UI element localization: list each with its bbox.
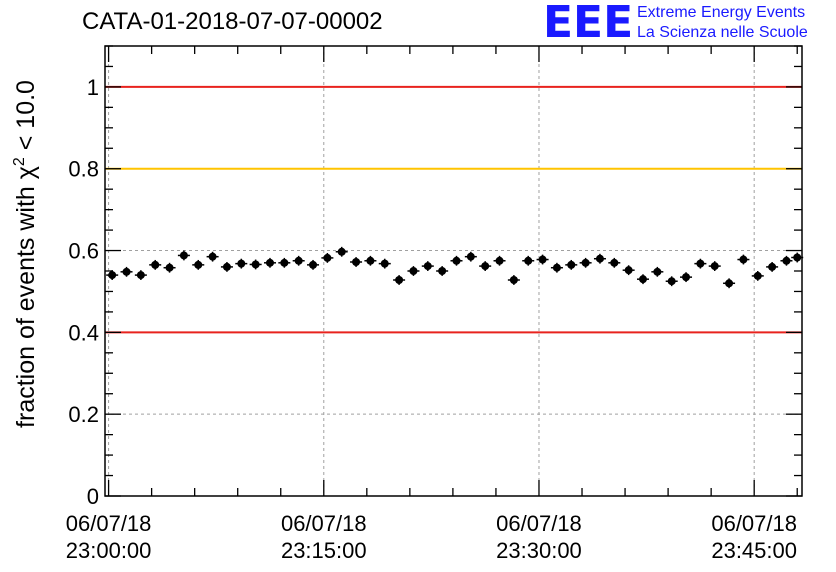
data-point — [694, 258, 707, 269]
data-point — [464, 251, 477, 262]
data-point — [421, 261, 434, 271]
data-point — [436, 266, 449, 276]
x-tick-label-date: 06/07/18 — [66, 511, 152, 536]
data-point — [579, 257, 592, 268]
data-point — [622, 265, 635, 276]
data-point — [550, 262, 563, 273]
data-point — [292, 255, 305, 266]
x-tick-label-time: 23:15:00 — [281, 538, 367, 563]
data-point — [106, 270, 119, 280]
data-point — [608, 257, 621, 268]
x-tick-label-time: 23:30:00 — [496, 538, 582, 563]
data-point — [350, 257, 363, 267]
logo-mark: EEE — [543, 0, 634, 48]
data-point — [378, 258, 391, 269]
x-tick-label-time: 23:00:00 — [66, 538, 152, 563]
y-tick-label: 0.2 — [68, 402, 99, 427]
data-point — [177, 250, 190, 261]
data-point — [192, 259, 205, 270]
data-point — [335, 246, 348, 257]
axis-ticks — [105, 45, 802, 497]
data-point — [393, 275, 406, 285]
y-tick-label: 0.6 — [68, 239, 99, 264]
x-tick-label-date: 06/07/18 — [281, 511, 367, 536]
chart-title: CATA-01-2018-07-07-00002 — [82, 8, 383, 35]
data-point — [708, 261, 721, 271]
logo-line-2: La Scienza nelle Scuole — [637, 24, 808, 41]
x-tick-label-date: 06/07/18 — [496, 511, 582, 536]
data-point — [536, 254, 549, 265]
y-tick-label: 1 — [87, 75, 99, 100]
data-point — [651, 266, 664, 277]
y-tick-label: 0 — [87, 484, 99, 509]
data-point — [134, 270, 147, 280]
x-tick-label-time: 23:45:00 — [711, 538, 797, 563]
data-point — [120, 266, 133, 277]
data-point — [493, 255, 506, 266]
data-point — [723, 278, 736, 289]
data-point — [278, 257, 291, 268]
data-point — [249, 259, 262, 270]
data-point — [665, 276, 678, 287]
data-point — [321, 253, 334, 263]
data-point — [407, 266, 420, 276]
data-point — [680, 272, 693, 283]
data-point — [307, 259, 320, 270]
data-point — [593, 253, 606, 264]
logo-line-1: Extreme Energy Events — [637, 4, 806, 21]
data-point — [780, 255, 793, 266]
y-axis-title-sup: 2 — [11, 157, 28, 166]
data-point — [163, 262, 176, 273]
data-point — [149, 259, 162, 270]
y-axis-title-main: fraction of events with — [12, 179, 40, 428]
data-point — [636, 274, 649, 285]
x-tick-label-date: 06/07/18 — [711, 511, 797, 536]
data-point — [206, 251, 219, 262]
y-tick-label: 0.4 — [68, 320, 99, 345]
data-point — [263, 257, 276, 268]
data-points — [106, 246, 804, 289]
y-axis-title-chi: χ — [12, 166, 40, 179]
data-point — [364, 255, 377, 266]
eee-logo: EEE Extreme Energy Events La Scienza nel… — [543, 0, 833, 48]
data-point — [220, 262, 233, 272]
data-point — [751, 271, 764, 281]
data-point — [565, 259, 578, 270]
data-point — [737, 254, 750, 265]
grid — [105, 46, 802, 496]
data-point — [766, 262, 779, 272]
y-tick-label: 0.8 — [68, 157, 99, 182]
data-point — [791, 252, 804, 263]
x-tick-labels: 06/07/1823:00:0006/07/1823:15:0006/07/18… — [66, 511, 797, 563]
data-point — [479, 261, 492, 271]
plot-frame — [104, 45, 803, 497]
y-axis-title-tail: < 10.0 — [12, 80, 40, 157]
data-point — [235, 258, 248, 269]
data-point — [507, 275, 520, 285]
reference-lines — [105, 85, 802, 334]
y-tick-labels: 0 0.2 0.4 0.6 0.8 1 — [68, 75, 99, 509]
data-point — [450, 255, 463, 266]
y-axis-title: fraction of events with χ2 < 10.0 — [11, 80, 40, 428]
data-point — [522, 255, 535, 266]
